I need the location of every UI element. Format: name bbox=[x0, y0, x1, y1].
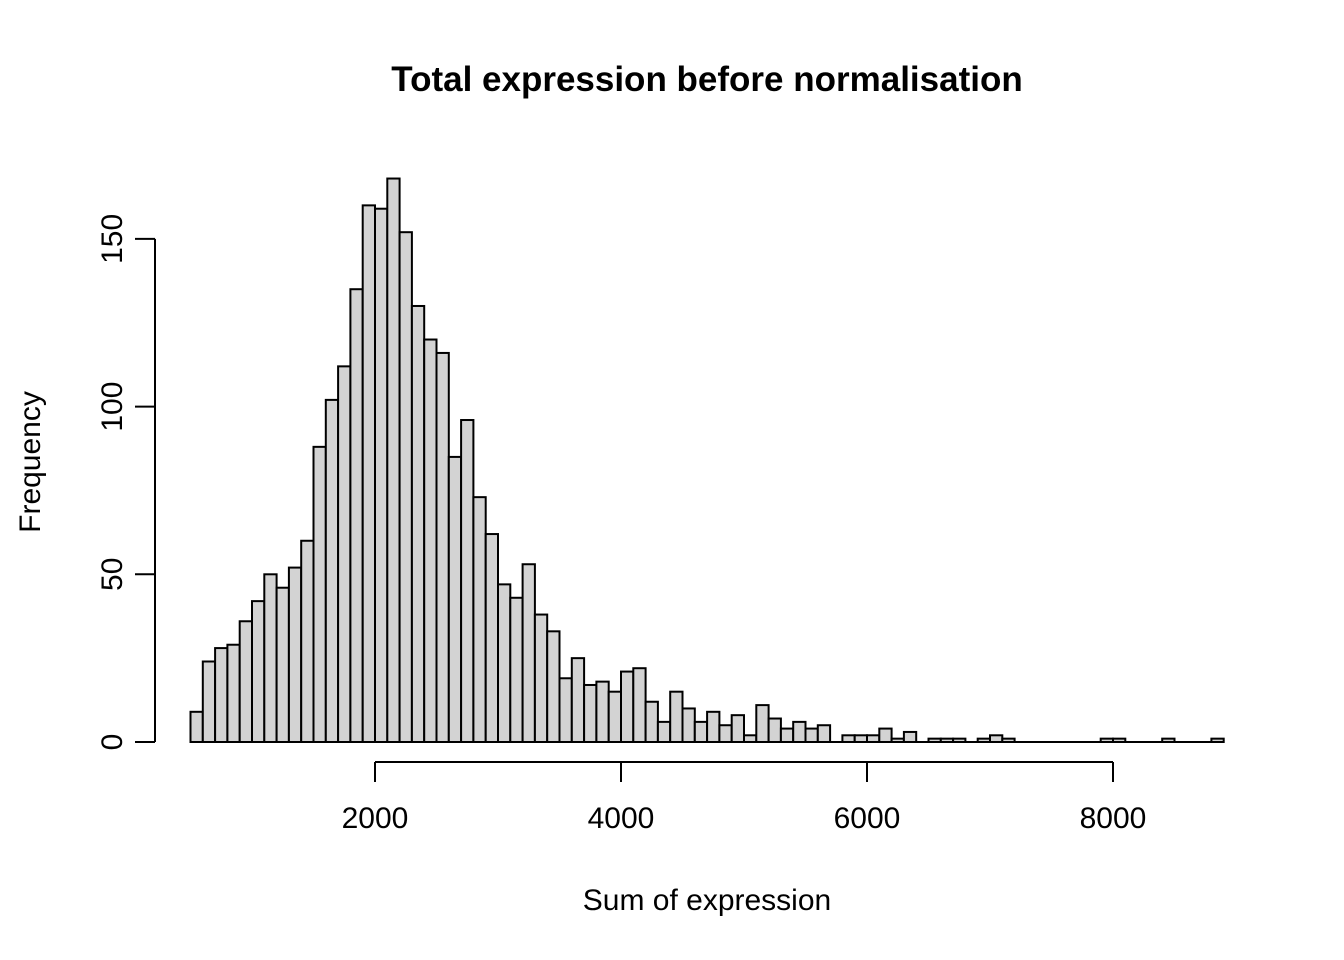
histogram-bar bbox=[460, 419, 475, 743]
histogram-bar bbox=[792, 720, 807, 744]
y-axis: 0 50 100 150 bbox=[96, 214, 156, 750]
x-axis: 2000 4000 6000 8000 bbox=[342, 761, 1147, 835]
histogram-bar bbox=[509, 596, 524, 744]
histogram-bar bbox=[472, 496, 487, 743]
histogram-bars bbox=[189, 177, 1225, 744]
histogram-bar bbox=[386, 177, 401, 743]
histogram-bar bbox=[989, 734, 1004, 743]
histogram-bar bbox=[779, 727, 795, 744]
y-axis-ticks: 0 50 100 150 bbox=[96, 214, 155, 750]
y-axis-title: Frequency bbox=[14, 391, 47, 533]
histogram-bar bbox=[447, 455, 463, 743]
chart-title: Total expression before normalisation bbox=[391, 60, 1022, 99]
histogram-bar bbox=[866, 734, 881, 743]
histogram-bar bbox=[620, 670, 635, 744]
histogram-bar bbox=[718, 724, 733, 743]
histogram-bar bbox=[521, 563, 536, 743]
histogram-bar bbox=[423, 338, 438, 743]
histogram-bar bbox=[361, 204, 377, 744]
histogram-bar bbox=[632, 667, 647, 744]
histogram-bar bbox=[324, 398, 340, 743]
y-tick-label: 100 bbox=[96, 382, 129, 432]
histogram-bar bbox=[595, 680, 610, 744]
histogram-bar bbox=[300, 539, 315, 744]
histogram-bar bbox=[607, 690, 623, 744]
histogram-bar bbox=[312, 445, 327, 743]
histogram-bar bbox=[410, 304, 426, 743]
histogram-bar bbox=[583, 683, 598, 743]
x-axis-title: Sum of expression bbox=[583, 884, 831, 917]
histogram-bar bbox=[755, 704, 770, 743]
x-tick-label: 4000 bbox=[588, 802, 655, 835]
histogram-bar bbox=[878, 727, 893, 744]
y-tick-label: 0 bbox=[96, 734, 129, 751]
y-tick-label: 150 bbox=[96, 214, 129, 264]
histogram-bar bbox=[238, 620, 253, 744]
histogram-bar bbox=[546, 630, 561, 744]
histogram-bar bbox=[251, 600, 266, 743]
histogram-bar bbox=[201, 660, 217, 743]
y-tick-label: 50 bbox=[96, 558, 129, 591]
histogram-bar bbox=[693, 720, 709, 744]
histogram-bar bbox=[853, 734, 869, 743]
histogram-bar bbox=[275, 586, 290, 743]
histogram-bar bbox=[398, 231, 413, 743]
x-axis-ticks: 2000 4000 6000 8000 bbox=[342, 762, 1147, 835]
histogram-bar bbox=[644, 700, 659, 743]
histogram-bar bbox=[656, 720, 672, 744]
histogram-bar bbox=[214, 647, 229, 744]
histogram-bar bbox=[681, 707, 696, 744]
histogram-bar bbox=[570, 657, 586, 744]
histogram-bar bbox=[484, 533, 500, 743]
histogram-bar bbox=[189, 710, 204, 743]
histogram-bar bbox=[374, 207, 389, 743]
histogram-bar bbox=[743, 734, 758, 743]
histogram-bar bbox=[349, 288, 364, 743]
histogram-bar bbox=[816, 724, 832, 743]
histogram-bar bbox=[287, 566, 303, 744]
histogram-bar bbox=[497, 583, 512, 743]
x-tick-label: 2000 bbox=[342, 802, 409, 835]
histogram-bar bbox=[533, 613, 549, 743]
x-tick-label: 8000 bbox=[1080, 802, 1147, 835]
x-tick-label: 6000 bbox=[834, 802, 901, 835]
histogram-bar bbox=[263, 573, 278, 743]
histogram-bar bbox=[841, 734, 856, 743]
histogram-bar bbox=[669, 690, 684, 744]
histogram-bar bbox=[226, 643, 241, 743]
histogram-bar bbox=[767, 717, 782, 744]
histogram-bar bbox=[706, 710, 721, 743]
histogram-bar bbox=[730, 714, 746, 743]
histogram-bar bbox=[804, 727, 819, 744]
histogram-bar bbox=[435, 351, 450, 743]
histogram-bar bbox=[558, 677, 573, 744]
histogram-bar bbox=[337, 365, 352, 743]
histogram-bar bbox=[902, 730, 918, 744]
